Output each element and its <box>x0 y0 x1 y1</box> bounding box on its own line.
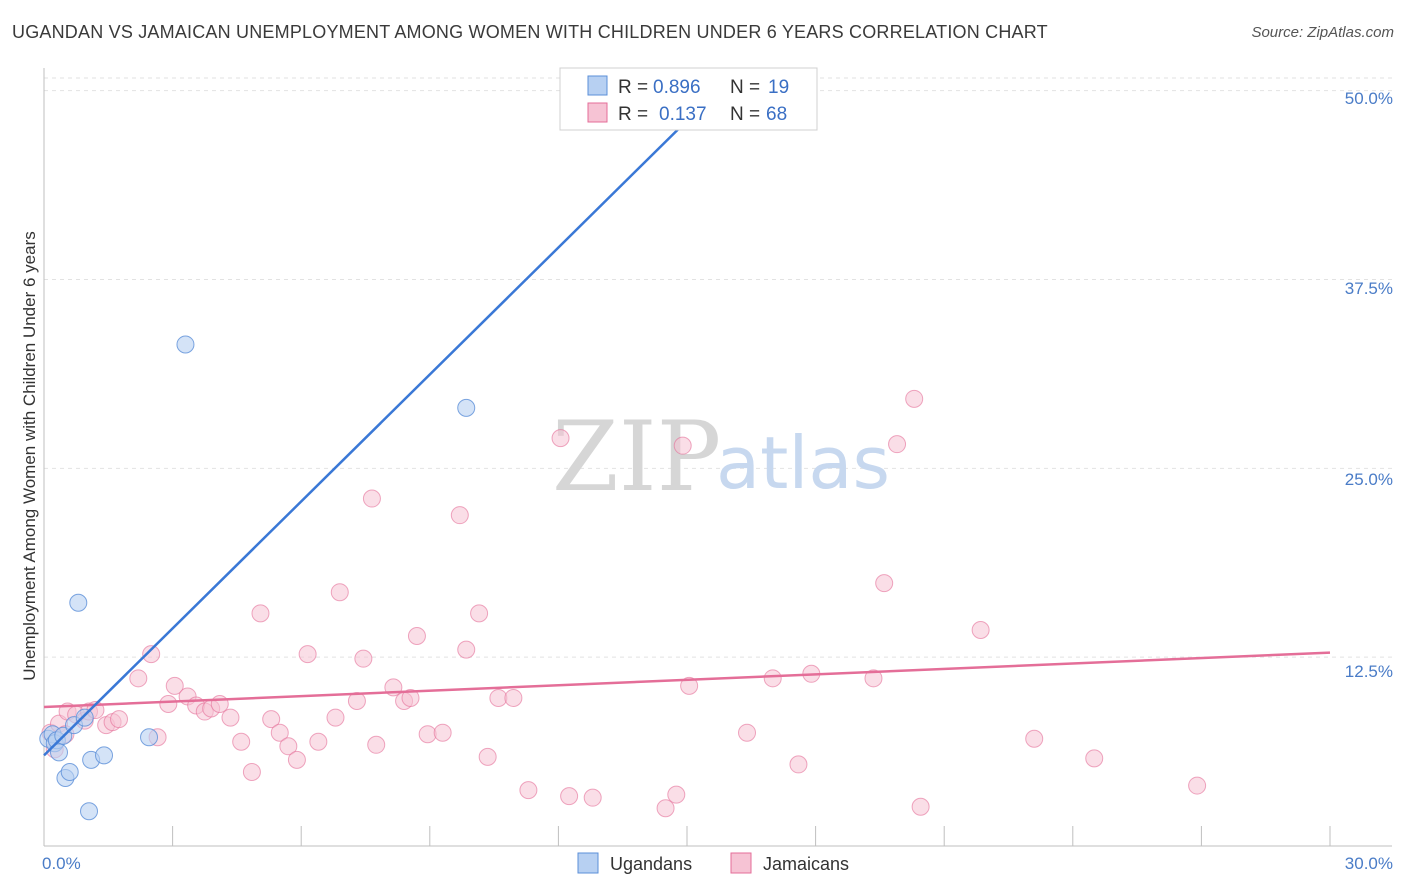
jamaican-point <box>221 708 240 727</box>
ugandan-point <box>60 762 79 781</box>
jamaican-point <box>401 688 420 707</box>
jamaican-point <box>110 710 129 729</box>
jamaican-point <box>905 389 924 408</box>
jamaican-point <box>270 723 289 742</box>
jamaican-point <box>262 710 281 729</box>
jamaican-point <box>418 725 437 744</box>
legend-swatch-jamaicans <box>587 102 608 123</box>
chart-title: UGANDAN VS JAMAICAN UNEMPLOYMENT AMONG W… <box>12 22 1048 42</box>
series-swatch-jamaicans <box>730 852 752 874</box>
jamaican-point <box>551 429 570 448</box>
jamaican-point <box>875 574 894 593</box>
x-tick-label-max: 30.0% <box>1345 854 1393 873</box>
jamaicans-trend-line <box>43 651 1331 709</box>
jamaican-point <box>347 691 366 710</box>
jamaican-point <box>971 620 990 639</box>
y-tick-label: 37.5% <box>1345 279 1393 298</box>
source-label: Source: ZipAtlas.com <box>1251 24 1394 41</box>
ugandan-point <box>95 746 114 765</box>
jamaican-point <box>888 435 907 454</box>
jamaican-point <box>1188 776 1207 795</box>
watermark-zip: ZIP <box>552 401 721 513</box>
axes <box>43 68 1392 847</box>
jamaican-point <box>309 732 328 751</box>
jamaican-point <box>251 604 270 623</box>
legend-swatch-ugandans <box>587 75 608 96</box>
series-swatch-ugandans <box>577 852 599 874</box>
jamaican-point <box>165 676 184 695</box>
jamaican-point <box>450 506 469 525</box>
jamaican-point <box>680 676 699 695</box>
y-tick-label: 12.5% <box>1345 662 1393 681</box>
ugandans-trend-line <box>43 94 714 757</box>
jamaican-point <box>478 747 497 766</box>
ugandan-point <box>50 743 69 762</box>
series-label-ugandans: Ugandans <box>610 854 692 874</box>
jamaican-point <box>362 489 381 508</box>
legend-r-value: 0.137 <box>659 104 707 125</box>
x-ticks <box>43 826 1331 846</box>
gridlines <box>44 77 1392 658</box>
jamaican-point <box>504 688 523 707</box>
legend-n-label: N = <box>730 104 760 125</box>
legend-n-value: 19 <box>768 77 789 98</box>
jamaican-point <box>560 787 579 806</box>
trend-lines <box>43 94 1331 757</box>
legend-r-label: R = <box>618 104 648 125</box>
y-tick-label: 50.0% <box>1345 89 1393 108</box>
jamaican-point <box>911 797 930 816</box>
correlation-legend: R = 0.896 N = 19 R = 0.137 N = 68 <box>559 67 818 131</box>
legend-n-label: N = <box>730 77 760 98</box>
jamaican-point <box>129 669 148 688</box>
y-tick-labels: 12.5% 25.0% 37.5% 50.0% <box>1345 89 1393 681</box>
jamaican-point <box>519 781 538 800</box>
jamaican-point <box>789 755 808 774</box>
jamaican-point <box>142 645 161 664</box>
jamaican-point <box>407 627 426 646</box>
jamaican-point <box>242 762 261 781</box>
series-label-jamaicans: Jamaicans <box>763 854 849 874</box>
jamaican-point <box>232 732 251 751</box>
ugandan-point <box>75 708 94 727</box>
ugandan-point <box>457 398 476 417</box>
jamaican-point <box>279 737 298 756</box>
jamaican-point <box>470 604 489 623</box>
y-tick-label: 25.0% <box>1345 470 1393 489</box>
series-legend: Ugandans Jamaicans <box>577 852 849 874</box>
ugandan-point <box>176 335 195 354</box>
jamaican-point <box>864 669 883 688</box>
jamaican-point <box>367 735 386 754</box>
jamaican-point <box>433 723 452 742</box>
jamaican-point <box>656 799 675 818</box>
ugandan-point <box>69 593 88 612</box>
jamaican-point <box>1085 749 1104 768</box>
legend-r-value: 0.896 <box>653 77 701 98</box>
jamaican-point <box>763 669 782 688</box>
y-axis-label: Unemployment Among Women with Children U… <box>20 231 39 680</box>
jamaican-point <box>159 694 178 713</box>
ugandan-point <box>80 802 99 821</box>
jamaican-point <box>210 694 229 713</box>
jamaican-point <box>489 688 508 707</box>
watermark-atlas: atlas <box>716 421 890 505</box>
jamaican-point <box>298 645 317 664</box>
jamaican-point <box>738 723 757 742</box>
jamaican-point <box>457 640 476 659</box>
legend-n-value: 68 <box>766 104 787 125</box>
jamaican-point <box>583 788 602 807</box>
ugandan-point <box>140 728 159 747</box>
jamaican-point <box>673 436 692 455</box>
jamaican-point <box>326 708 345 727</box>
jamaican-point <box>287 750 306 769</box>
jamaican-point <box>1025 729 1044 748</box>
legend-r-label: R = <box>618 77 648 98</box>
jamaican-point <box>354 649 373 668</box>
jamaican-point <box>667 785 686 804</box>
jamaican-point <box>330 583 349 602</box>
x-tick-label-min: 0.0% <box>42 854 81 873</box>
